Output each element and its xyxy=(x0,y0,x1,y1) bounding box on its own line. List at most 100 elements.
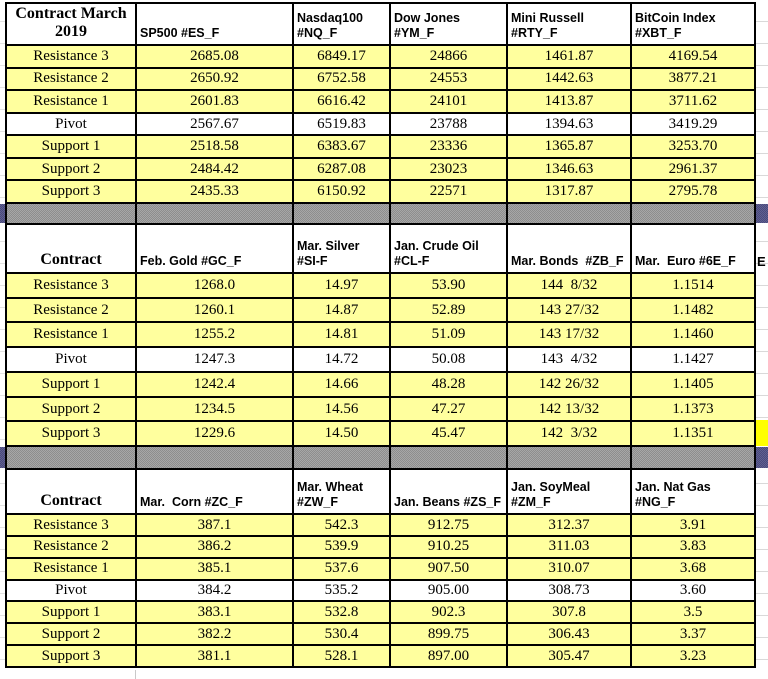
value-cell[interactable]: 24553 xyxy=(391,68,506,90)
row-label-cell[interactable]: Resistance 3 xyxy=(7,274,135,297)
value-cell[interactable]: 3.91 xyxy=(632,515,754,535)
value-cell[interactable]: 143 27/32 xyxy=(508,298,630,322)
instrument-header-cell[interactable]: Mar. Silver #SI-F xyxy=(294,225,389,272)
row-label-cell[interactable]: Pivot xyxy=(7,348,135,371)
value-cell[interactable]: 48.28 xyxy=(391,372,506,396)
value-cell[interactable]: 310.07 xyxy=(508,558,630,579)
value-cell[interactable]: 3.23 xyxy=(632,646,754,666)
instrument-header-cell[interactable]: Jan. Crude Oil #CL-F xyxy=(391,225,506,272)
value-cell[interactable]: 47.27 xyxy=(391,397,506,421)
value-cell[interactable]: 3.60 xyxy=(632,580,754,601)
value-cell[interactable]: 23336 xyxy=(391,136,506,157)
value-cell[interactable]: 2484.42 xyxy=(137,158,292,180)
instrument-header-cell[interactable]: Jan. Beans #ZS_F xyxy=(391,470,506,513)
row-label-cell[interactable]: Resistance 1 xyxy=(7,91,135,112)
row-label-cell[interactable]: Resistance 2 xyxy=(7,298,135,322)
row-label-cell[interactable]: Support 1 xyxy=(7,602,135,623)
value-cell[interactable]: 14.56 xyxy=(294,397,389,421)
instrument-header-cell[interactable]: Jan. Nat Gas #NG_F xyxy=(632,470,754,513)
value-cell[interactable]: 530.4 xyxy=(294,624,389,645)
instrument-header-cell[interactable]: Mar. Wheat #ZW_F xyxy=(294,470,389,513)
value-cell[interactable]: 542.3 xyxy=(294,515,389,535)
value-cell[interactable]: 2567.67 xyxy=(137,113,292,135)
row-label-cell[interactable]: Pivot xyxy=(7,113,135,135)
value-cell[interactable]: 3253.70 xyxy=(632,136,754,157)
row-label-cell[interactable]: Support 2 xyxy=(7,624,135,645)
contract-header-cell[interactable]: Contract March 2019 xyxy=(7,4,135,44)
value-cell[interactable]: 306.43 xyxy=(508,624,630,645)
instrument-header-cell[interactable]: BitCoin Index #XBT_F xyxy=(632,4,754,44)
value-cell[interactable]: 1346.63 xyxy=(508,158,630,180)
value-cell[interactable]: 387.1 xyxy=(137,515,292,535)
value-cell[interactable]: 14.81 xyxy=(294,323,389,347)
value-cell[interactable]: 1.1373 xyxy=(632,397,754,421)
value-cell[interactable]: 1.1514 xyxy=(632,274,754,297)
value-cell[interactable]: 1229.6 xyxy=(137,422,292,445)
value-cell[interactable]: 6287.08 xyxy=(294,158,389,180)
value-cell[interactable]: 899.75 xyxy=(391,624,506,645)
value-cell[interactable]: 1255.2 xyxy=(137,323,292,347)
value-cell[interactable]: 23788 xyxy=(391,113,506,135)
value-cell[interactable]: 535.2 xyxy=(294,580,389,601)
value-cell[interactable]: 22571 xyxy=(391,181,506,202)
value-cell[interactable]: 910.25 xyxy=(391,536,506,557)
value-cell[interactable]: 23023 xyxy=(391,158,506,180)
instrument-header-cell[interactable]: Jan. SoyMeal #ZM_F xyxy=(508,470,630,513)
value-cell[interactable]: 45.47 xyxy=(391,422,506,445)
value-cell[interactable]: 528.1 xyxy=(294,646,389,666)
value-cell[interactable]: 143 17/32 xyxy=(508,323,630,347)
instrument-header-cell[interactable]: Mini Russell #RTY_F xyxy=(508,4,630,44)
value-cell[interactable]: 2795.78 xyxy=(632,181,754,202)
value-cell[interactable]: 1268.0 xyxy=(137,274,292,297)
value-cell[interactable]: 905.00 xyxy=(391,580,506,601)
value-cell[interactable]: 14.66 xyxy=(294,372,389,396)
row-label-cell[interactable]: Support 1 xyxy=(7,136,135,157)
value-cell[interactable]: 1.1482 xyxy=(632,298,754,322)
value-cell[interactable]: 1242.4 xyxy=(137,372,292,396)
value-cell[interactable]: 14.50 xyxy=(294,422,389,445)
value-cell[interactable]: 2685.08 xyxy=(137,46,292,67)
value-cell[interactable]: 14.87 xyxy=(294,298,389,322)
value-cell[interactable]: 3711.62 xyxy=(632,91,754,112)
row-label-cell[interactable]: Support 1 xyxy=(7,372,135,396)
value-cell[interactable]: 897.00 xyxy=(391,646,506,666)
value-cell[interactable]: 3.37 xyxy=(632,624,754,645)
value-cell[interactable]: 1317.87 xyxy=(508,181,630,202)
value-cell[interactable]: 14.72 xyxy=(294,348,389,371)
value-cell[interactable]: 907.50 xyxy=(391,558,506,579)
value-cell[interactable]: 3.83 xyxy=(632,536,754,557)
value-cell[interactable]: 3.5 xyxy=(632,602,754,623)
row-label-cell[interactable]: Pivot xyxy=(7,580,135,601)
value-cell[interactable]: 6849.17 xyxy=(294,46,389,67)
value-cell[interactable]: 3877.21 xyxy=(632,68,754,90)
row-label-cell[interactable]: Support 2 xyxy=(7,397,135,421)
value-cell[interactable]: 6150.92 xyxy=(294,181,389,202)
value-cell[interactable]: 50.08 xyxy=(391,348,506,371)
value-cell[interactable]: 2650.92 xyxy=(137,68,292,90)
value-cell[interactable]: 1234.5 xyxy=(137,397,292,421)
value-cell[interactable]: 381.1 xyxy=(137,646,292,666)
instrument-header-cell[interactable]: Feb. Gold #GC_F xyxy=(137,225,292,272)
value-cell[interactable]: 53.90 xyxy=(391,274,506,297)
row-label-cell[interactable]: Support 3 xyxy=(7,181,135,202)
value-cell[interactable]: 1247.3 xyxy=(137,348,292,371)
contract-header-cell[interactable]: Contract xyxy=(7,470,135,513)
row-label-cell[interactable]: Resistance 1 xyxy=(7,323,135,347)
value-cell[interactable]: 14.97 xyxy=(294,274,389,297)
value-cell[interactable]: 142 26/32 xyxy=(508,372,630,396)
value-cell[interactable]: 1442.63 xyxy=(508,68,630,90)
value-cell[interactable]: 6383.67 xyxy=(294,136,389,157)
value-cell[interactable]: 142 3/32 xyxy=(508,422,630,445)
row-label-cell[interactable]: Resistance 2 xyxy=(7,536,135,557)
value-cell[interactable]: 2435.33 xyxy=(137,181,292,202)
value-cell[interactable]: 312.37 xyxy=(508,515,630,535)
value-cell[interactable]: 1.1351 xyxy=(632,422,754,445)
value-cell[interactable]: 912.75 xyxy=(391,515,506,535)
value-cell[interactable]: 24101 xyxy=(391,91,506,112)
value-cell[interactable]: 3419.29 xyxy=(632,113,754,135)
instrument-header-cell[interactable]: Dow Jones #YM_F xyxy=(391,4,506,44)
value-cell[interactable]: 6752.58 xyxy=(294,68,389,90)
row-label-cell[interactable]: Resistance 3 xyxy=(7,46,135,67)
value-cell[interactable]: 6519.83 xyxy=(294,113,389,135)
value-cell[interactable]: 1.1460 xyxy=(632,323,754,347)
